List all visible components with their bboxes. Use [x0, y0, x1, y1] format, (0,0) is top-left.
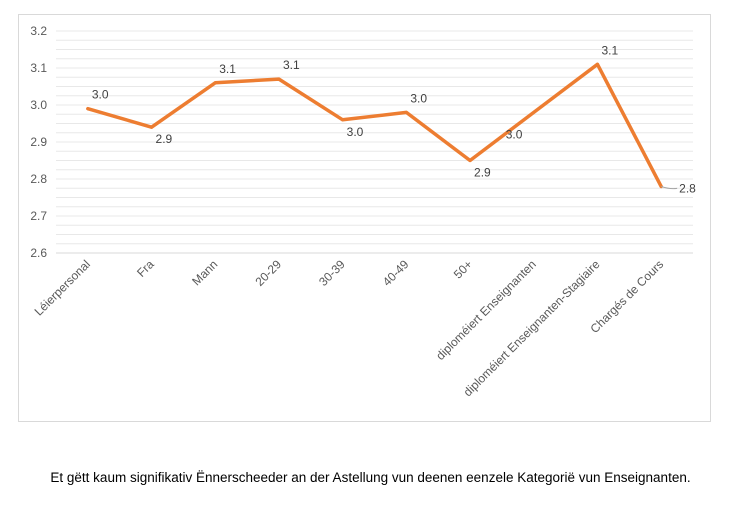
label-leader-line — [660, 185, 678, 190]
y-axis: 2.6 2.7 2.8 2.9 3.0 3.1 3.2 — [30, 24, 47, 260]
x-tick-label: 30-39 — [316, 257, 348, 289]
x-tick-label: diploméiert Enseignanten-Stagiaire — [461, 257, 603, 399]
data-labels: 3.0 2.9 3.1 3.1 3.0 3.0 2.9 3.0 3.1 2.8 — [92, 43, 696, 195]
data-label: 3.1 — [283, 58, 300, 72]
data-label: 3.1 — [601, 43, 618, 57]
data-point — [277, 77, 281, 81]
data-label: 3.0 — [410, 91, 427, 105]
y-tick-label: 3.2 — [30, 24, 47, 38]
data-point — [213, 81, 217, 85]
data-label: 2.9 — [156, 132, 173, 146]
data-label: 3.1 — [219, 62, 236, 76]
x-tick-label: Léierpersonal — [32, 257, 93, 318]
data-point — [595, 62, 599, 66]
data-label: 2.9 — [474, 166, 491, 180]
y-tick-label: 2.8 — [30, 172, 47, 186]
x-tick-label: diploméiert Enseignanten — [433, 257, 539, 363]
data-label: 2.8 — [679, 181, 696, 195]
data-label: 3.0 — [347, 125, 364, 139]
y-tick-label: 2.7 — [30, 209, 47, 223]
data-point — [532, 110, 536, 114]
data-point — [468, 159, 472, 162]
chart-area — [18, 14, 711, 422]
data-label: 3.0 — [506, 127, 523, 141]
x-tick-label: Fra — [134, 257, 157, 280]
x-tick-label: 50+ — [451, 257, 475, 281]
data-point — [150, 125, 154, 129]
series-line — [86, 62, 663, 189]
y-tick-label: 3.1 — [30, 61, 47, 75]
data-point — [86, 107, 90, 111]
y-tick-label: 2.9 — [30, 135, 47, 149]
y-tick-label: 2.6 — [30, 246, 47, 260]
chart-caption: Et gëtt kaum signifikativ Ënnerscheeder … — [50, 470, 691, 485]
data-point — [341, 118, 345, 122]
x-tick-label: Mann — [189, 257, 220, 288]
data-label: 3.0 — [92, 88, 109, 102]
x-tick-label: 40-49 — [380, 257, 412, 289]
x-axis: Léierpersonal Fra Mann 20-29 30-39 40-49 50+di… — [32, 252, 693, 399]
data-point — [404, 110, 408, 114]
series-layer — [86, 62, 663, 189]
x-tick-label: 20-29 — [252, 257, 284, 289]
y-tick-label: 3.0 — [30, 98, 47, 112]
